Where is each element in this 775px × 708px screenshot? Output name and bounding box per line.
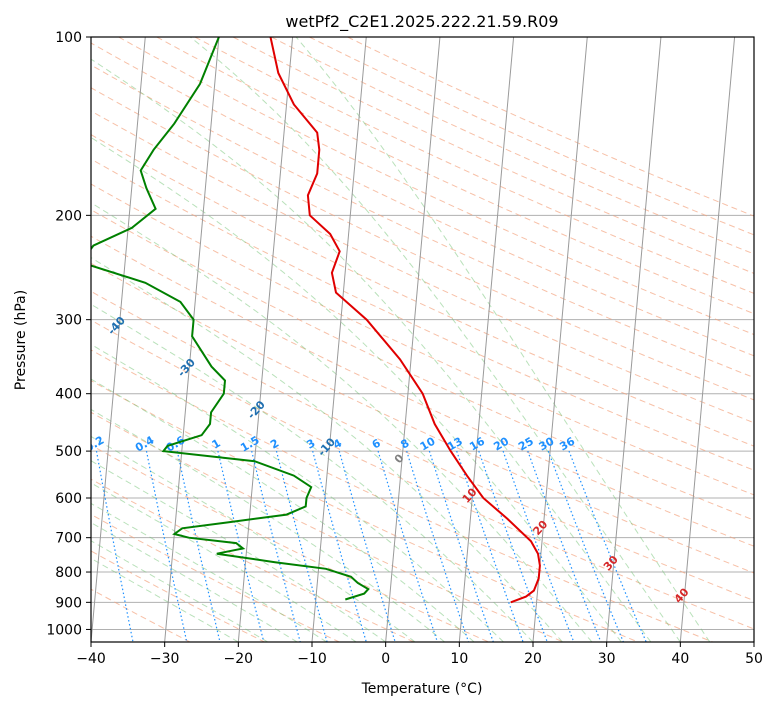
isotherm-gridline — [164, 37, 220, 642]
y-tick-label: 600 — [55, 491, 82, 507]
mixing-ratio-line — [428, 450, 494, 642]
moist-adiabat — [91, 557, 239, 642]
mixing-ratio-line — [312, 450, 367, 642]
moist-adiabat — [91, 202, 593, 642]
dry-adiabat — [91, 411, 564, 642]
isotherm-gridline — [606, 37, 662, 642]
x-tick-label: 30 — [598, 651, 616, 667]
mixing-ratio-line — [338, 450, 396, 642]
mixing-ratio-line — [502, 450, 575, 642]
y-axis-label: Pressure (hPa) — [13, 290, 29, 390]
moist-adiabat — [91, 521, 298, 642]
mixing-ratio-line — [176, 450, 221, 642]
dry-adiabat — [91, 478, 415, 642]
x-tick-label: 0 — [381, 651, 390, 667]
dry-adiabat — [91, 110, 754, 424]
chart-title: wetPf2_C2E1.2025.222.21.59.R09 — [285, 12, 558, 32]
isotherm-gridline — [385, 37, 441, 642]
moist-adiabat — [295, 37, 711, 642]
moist-adiabat — [91, 460, 386, 642]
x-tick-label: 40 — [671, 651, 689, 667]
y-tick-label: 200 — [55, 208, 82, 224]
y-tick-label: 100 — [55, 30, 82, 46]
y-tick-label: 700 — [55, 531, 82, 547]
temperature-profile-line — [269, 37, 541, 604]
x-axis: −40 −30 −20 −10 0 10 20 30 40 50 — [76, 642, 763, 667]
isotherm-gridline — [91, 37, 146, 642]
mixing-ratio-line — [275, 450, 328, 642]
moist-adiabat — [91, 502, 327, 642]
x-tick-label: −40 — [76, 651, 106, 667]
moist-adiabat — [91, 408, 445, 642]
x-axis-label: Temperature (°C) — [361, 681, 483, 697]
dry-adiabat — [91, 262, 754, 574]
dry-adiabat — [91, 319, 754, 630]
y-tick-label: 1000 — [46, 622, 82, 638]
y-tick-label: 400 — [55, 387, 82, 403]
dry-adiabat — [91, 42, 754, 357]
plot-area: 0.10.20.40.611.52346810131620253036-100-… — [91, 37, 754, 642]
x-tick-label: 10 — [450, 651, 468, 667]
x-tick-label: −10 — [297, 651, 327, 667]
moist-adiabat — [91, 136, 622, 642]
mixing-ratio-line — [478, 450, 548, 642]
x-tick-label: 20 — [524, 651, 542, 667]
moist-adiabat — [91, 343, 504, 642]
mixing-ratio-line — [377, 450, 438, 642]
mixing-ratio-line — [406, 450, 470, 642]
dry-adiabat — [347, 37, 754, 217]
dry-adiabat — [91, 290, 754, 602]
y-tick-label: 900 — [55, 595, 82, 611]
dry-adiabat — [194, 37, 754, 294]
y-tick-label: 300 — [55, 313, 82, 329]
dry-adiabat — [91, 235, 754, 547]
isotherm-gridline — [679, 37, 736, 642]
x-tick-label: −30 — [150, 651, 180, 667]
y-axis: 1000 900 800 700 600 500 400 300 200 100 — [46, 30, 91, 638]
isotherm-gridline — [458, 37, 515, 642]
dry-adiabat — [91, 87, 754, 401]
plot-frame — [90, 36, 755, 643]
mixing-ratio-line — [456, 450, 524, 642]
y-tick-label: 500 — [55, 444, 82, 460]
mixing-ratio-line — [251, 450, 301, 642]
moist-adiabat — [91, 482, 357, 642]
moist-adiabat — [91, 435, 416, 642]
moist-adiabat — [189, 37, 681, 642]
dry-adiabat — [91, 513, 340, 642]
dry-adiabat — [156, 37, 754, 315]
dry-adiabat — [91, 183, 754, 496]
x-tick-label: 50 — [745, 651, 763, 667]
isotherm-gridline — [532, 37, 588, 642]
dry-adiabat — [271, 37, 754, 255]
mixing-ratio-line — [217, 450, 265, 642]
moist-adiabat — [91, 58, 652, 642]
y-tick-label: 800 — [55, 565, 82, 581]
moist-adiabat — [91, 540, 269, 642]
mixing-ratio-line — [145, 450, 188, 642]
x-tick-label: −20 — [224, 651, 254, 667]
dry-adiabat — [91, 158, 754, 471]
isotherm-gridline — [237, 37, 294, 642]
dewpoint-profile-line — [91, 37, 370, 601]
dry-adiabat — [91, 349, 713, 642]
moist-adiabat — [91, 378, 475, 642]
mixing-ratio-line — [95, 450, 134, 642]
isotherm-gridline — [311, 37, 367, 642]
